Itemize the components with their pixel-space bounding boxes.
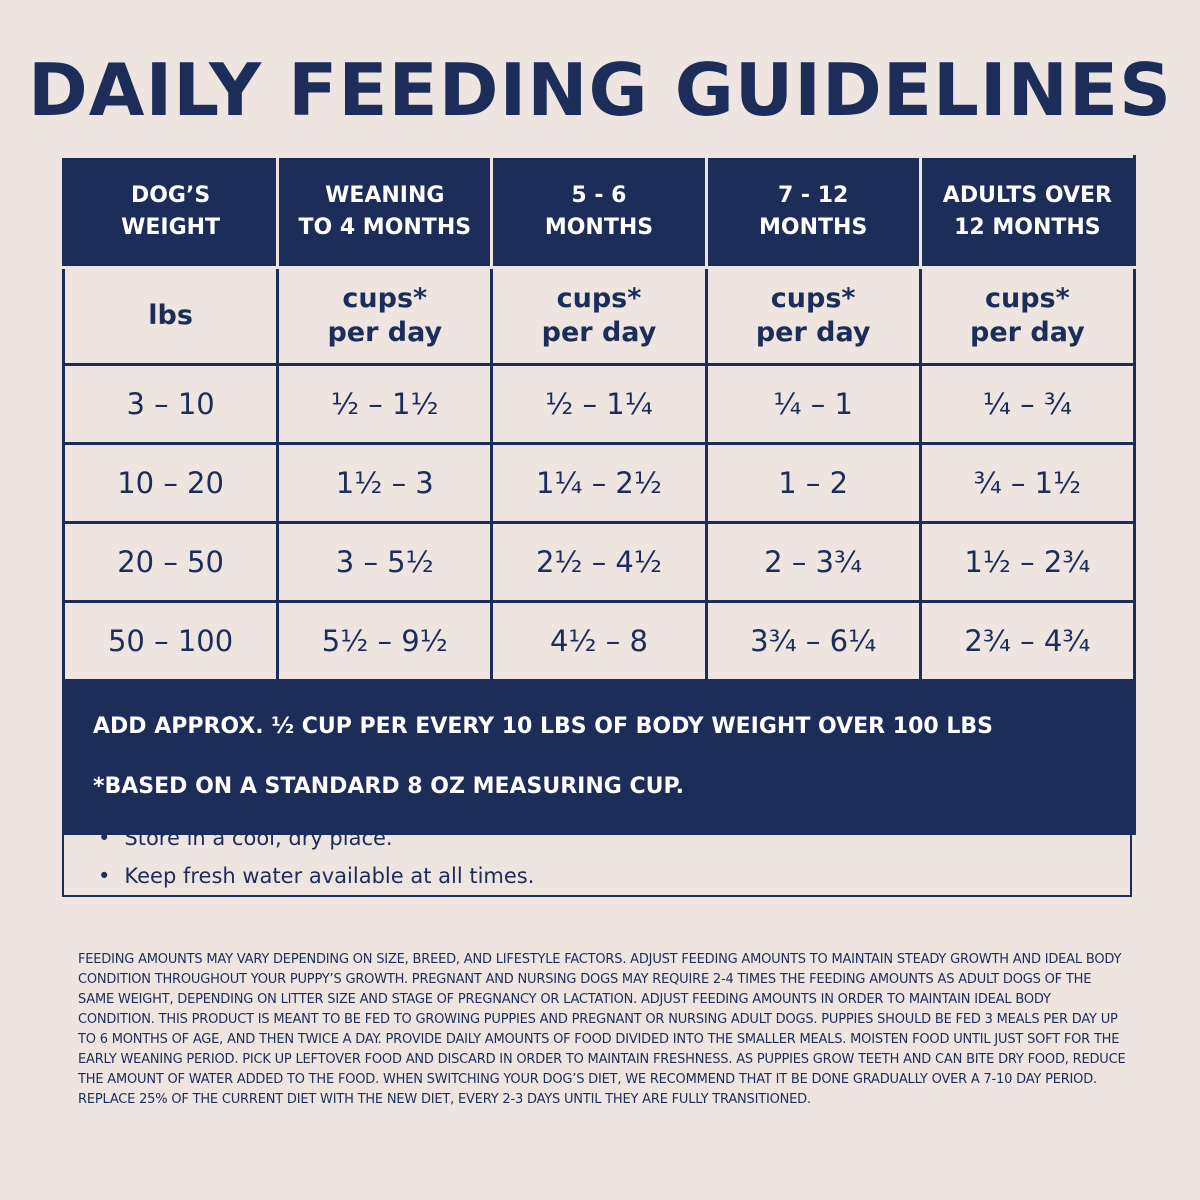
notes-box: Store in a cool, dry place. Keep fresh w… bbox=[62, 797, 1132, 897]
amount-cell: ¾ – 1½ bbox=[918, 442, 1137, 524]
note: Store in a cool, dry place. bbox=[98, 819, 1130, 857]
data-row: 20 – 50 3 – 5½ 2½ – 4½ 2 – 3¾ 1½ – 2¾ bbox=[61, 521, 1137, 603]
amount-cell: 2 – 3¾ bbox=[704, 521, 922, 603]
unit-cell: cups* per day bbox=[490, 266, 708, 366]
table-body: lbs cups* per day cups* per day cups* pe… bbox=[61, 266, 1137, 682]
footer-row: ADD APPROX. ½ CUP PER EVERY 10 LBS OF BO… bbox=[62, 679, 1136, 835]
amount-cell: 2¾ – 4¾ bbox=[918, 600, 1137, 682]
footer-line: *BASED ON A STANDARD 8 OZ MEASURING CUP. bbox=[93, 774, 684, 799]
column-header: 5 - 6 MONTHS bbox=[490, 155, 708, 269]
amount-cell: ¼ – ¾ bbox=[918, 363, 1137, 445]
weight-cell: 3 – 10 bbox=[61, 363, 280, 445]
amount-cell: 4½ – 8 bbox=[490, 600, 708, 682]
amount-cell: 1 – 2 bbox=[704, 442, 922, 524]
amount-cell: 1½ – 3 bbox=[276, 442, 494, 524]
footer-line: ADD APPROX. ½ CUP PER EVERY 10 LBS OF BO… bbox=[93, 714, 993, 739]
amount-cell: 2½ – 4½ bbox=[490, 521, 708, 603]
footer-cell: ADD APPROX. ½ CUP PER EVERY 10 LBS OF BO… bbox=[62, 679, 1136, 835]
column-header: 7 - 12 MONTHS bbox=[704, 155, 922, 269]
header-row: DOG’S WEIGHT WEANING TO 4 MONTHS 5 - 6 M… bbox=[61, 155, 1137, 269]
column-header: WEANING TO 4 MONTHS bbox=[276, 155, 494, 269]
column-header: DOG’S WEIGHT bbox=[61, 155, 280, 269]
amount-cell: 5½ – 9½ bbox=[276, 600, 494, 682]
weight-cell: 50 – 100 bbox=[61, 600, 280, 682]
unit-cell: lbs bbox=[61, 266, 280, 366]
amount-cell: 3 – 5½ bbox=[276, 521, 494, 603]
column-header: ADULTS OVER 12 MONTHS bbox=[918, 155, 1137, 269]
amount-cell: 3¾ – 6¼ bbox=[704, 600, 922, 682]
amount-cell: ½ – 1¼ bbox=[490, 363, 708, 445]
amount-cell: ¼ – 1 bbox=[704, 363, 922, 445]
units-row: lbs cups* per day cups* per day cups* pe… bbox=[61, 266, 1137, 366]
amount-cell: 1½ – 2¾ bbox=[918, 521, 1137, 603]
unit-cell: cups* per day bbox=[704, 266, 922, 366]
weight-cell: 20 – 50 bbox=[61, 521, 280, 603]
title: DAILY FEEDING GUIDELINES bbox=[28, 48, 1172, 132]
weight-cell: 10 – 20 bbox=[61, 442, 280, 524]
unit-cell: cups* per day bbox=[276, 266, 494, 366]
amount-cell: 1¼ – 2½ bbox=[490, 442, 708, 524]
note: Keep fresh water available at all times. bbox=[98, 857, 1130, 895]
disclaimer: Feeding amounts may vary depending on si… bbox=[78, 952, 1126, 1107]
data-row: 50 – 100 5½ – 9½ 4½ – 8 3¾ – 6¼ 2¾ – 4¾ bbox=[61, 600, 1137, 682]
unit-cell: cups* per day bbox=[918, 266, 1137, 366]
feeding-table: DOG’S WEIGHT WEANING TO 4 MONTHS 5 - 6 M… bbox=[61, 155, 1137, 835]
amount-cell: ½ – 1½ bbox=[276, 363, 494, 445]
